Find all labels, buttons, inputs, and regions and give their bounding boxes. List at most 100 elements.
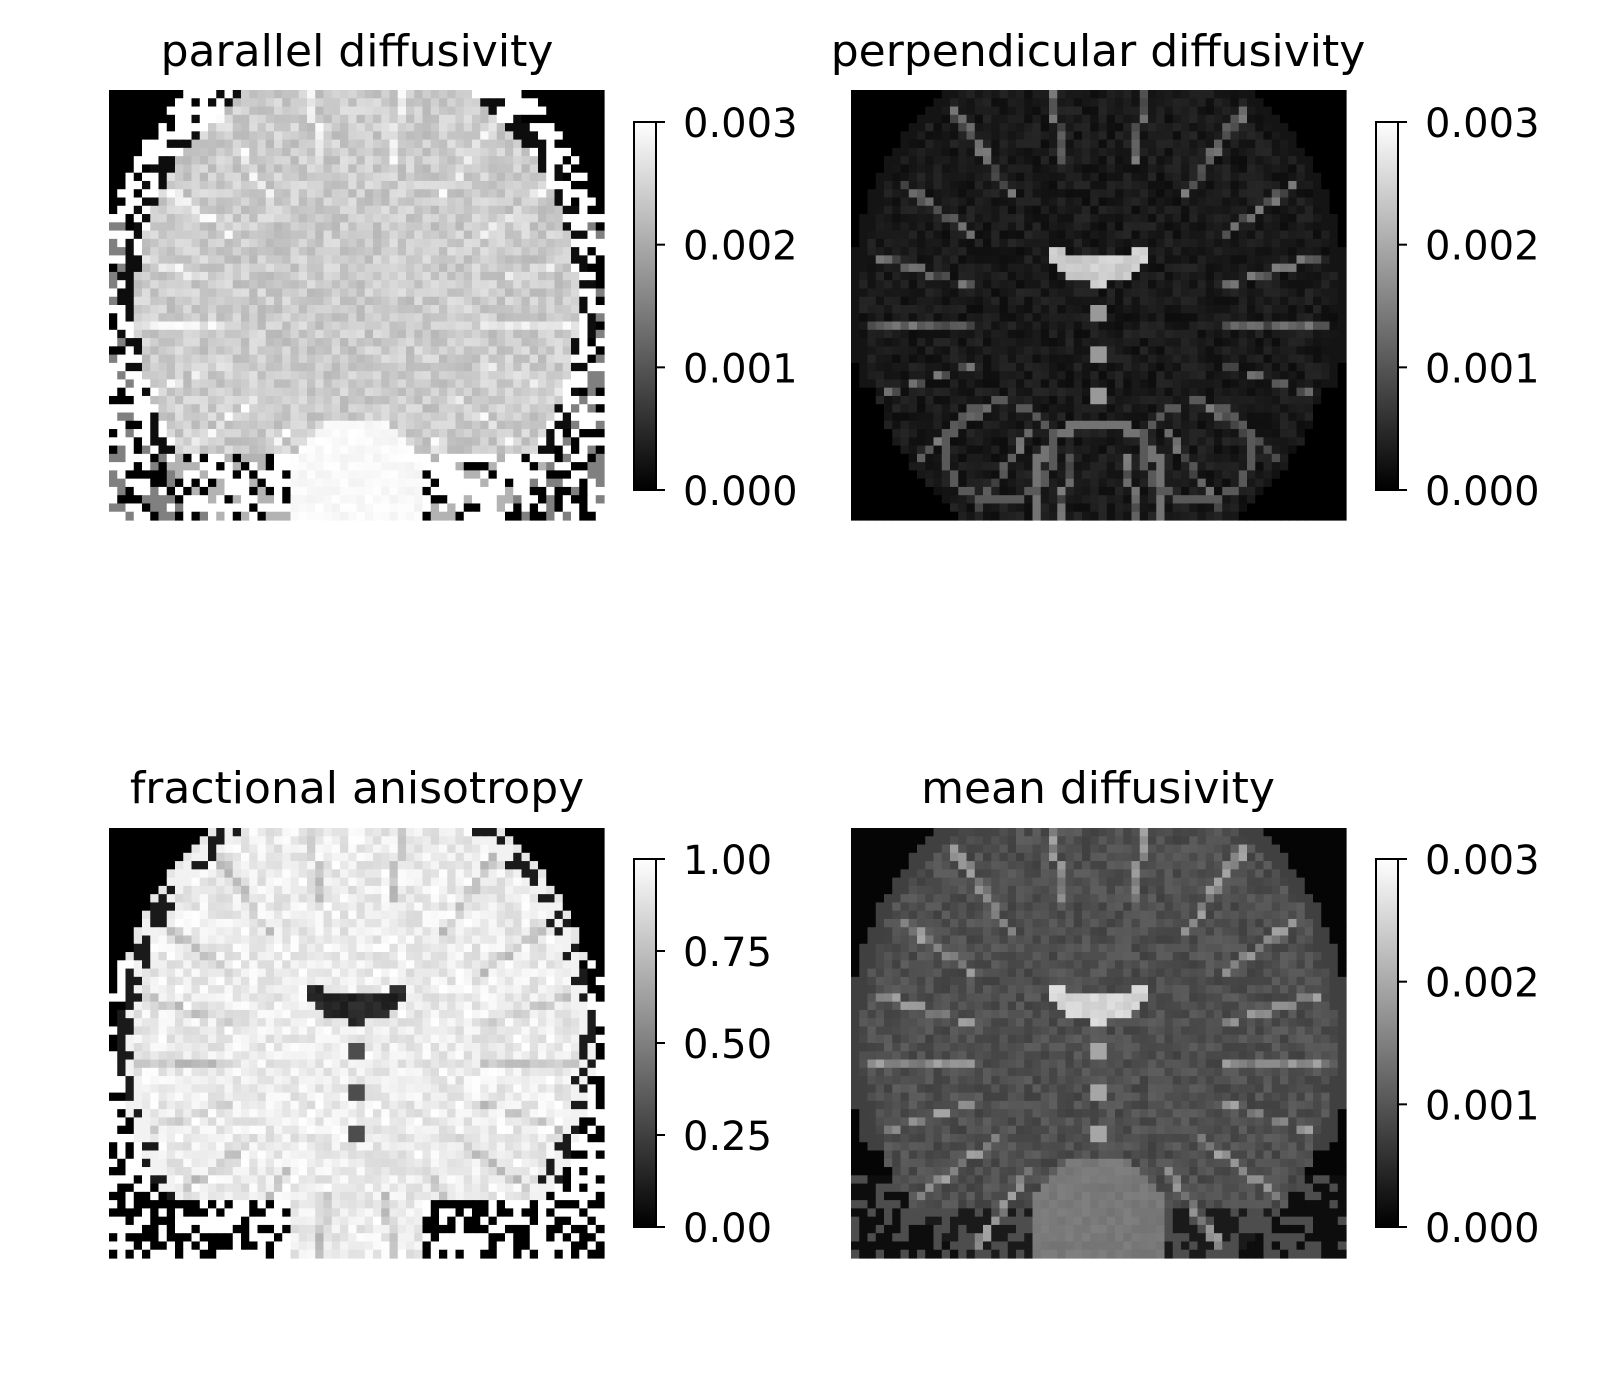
pixel bbox=[315, 395, 325, 405]
pixel bbox=[908, 131, 918, 141]
pixel bbox=[1230, 271, 1240, 281]
pixel bbox=[150, 495, 160, 505]
pixel bbox=[1057, 164, 1067, 174]
pixel bbox=[1090, 288, 1100, 298]
pixel bbox=[1329, 329, 1339, 339]
pixel bbox=[439, 371, 448, 381]
pixel bbox=[455, 445, 465, 455]
pixel bbox=[562, 238, 572, 248]
pixel bbox=[488, 197, 498, 207]
pixel bbox=[1304, 222, 1314, 232]
pixel bbox=[422, 164, 432, 174]
pixel bbox=[447, 288, 457, 298]
pixel bbox=[208, 214, 217, 223]
pixel bbox=[463, 238, 473, 248]
pixel bbox=[480, 131, 490, 141]
pixel bbox=[150, 214, 160, 223]
pixel bbox=[216, 462, 226, 471]
pixel bbox=[1288, 164, 1298, 174]
pixel bbox=[439, 437, 448, 447]
pixel bbox=[562, 123, 572, 132]
pixel bbox=[249, 379, 259, 389]
pixel bbox=[125, 445, 135, 455]
pixel bbox=[397, 354, 407, 364]
pixel bbox=[356, 114, 366, 124]
pixel bbox=[307, 123, 316, 132]
pixel bbox=[430, 362, 440, 372]
pixel bbox=[958, 329, 968, 339]
pixel bbox=[1255, 255, 1265, 265]
pixel bbox=[529, 247, 539, 256]
pixel bbox=[1271, 114, 1281, 124]
pixel bbox=[1214, 321, 1223, 331]
pixel bbox=[447, 395, 457, 405]
pixel bbox=[232, 462, 242, 471]
pixel bbox=[232, 387, 242, 397]
pixel bbox=[1280, 271, 1289, 281]
pixel bbox=[546, 511, 556, 521]
pixel bbox=[1230, 255, 1240, 265]
pixel bbox=[554, 90, 564, 99]
pixel bbox=[884, 114, 893, 124]
pixel bbox=[397, 114, 407, 124]
pixel bbox=[373, 296, 382, 306]
pixel bbox=[571, 222, 580, 232]
pixel bbox=[1329, 156, 1339, 166]
pixel bbox=[1164, 197, 1174, 207]
pixel bbox=[389, 371, 399, 381]
pixel bbox=[463, 437, 473, 447]
pixel bbox=[381, 230, 391, 240]
pixel bbox=[191, 156, 201, 166]
pixel bbox=[241, 197, 250, 207]
pixel bbox=[232, 123, 242, 132]
pixel bbox=[859, 338, 869, 347]
pixel bbox=[1024, 147, 1034, 157]
pixel bbox=[1304, 321, 1314, 331]
pixel bbox=[892, 147, 902, 157]
pixel bbox=[496, 478, 506, 488]
pixel bbox=[158, 329, 168, 339]
pixel bbox=[1024, 139, 1034, 149]
pixel bbox=[1024, 338, 1034, 347]
pixel bbox=[1247, 164, 1256, 174]
pixel bbox=[348, 503, 358, 513]
pixel bbox=[966, 222, 976, 232]
pixel bbox=[125, 156, 135, 166]
pixel bbox=[941, 296, 951, 306]
pixel bbox=[1247, 139, 1256, 149]
pixel bbox=[406, 139, 415, 149]
pixel bbox=[472, 205, 481, 215]
pixel bbox=[208, 247, 217, 256]
pixel bbox=[546, 305, 556, 314]
pixel bbox=[546, 90, 556, 99]
pixel bbox=[265, 445, 275, 455]
pixel bbox=[290, 263, 300, 273]
pixel bbox=[1288, 263, 1298, 273]
pixel bbox=[1280, 205, 1289, 215]
pixel bbox=[389, 379, 399, 389]
pixel bbox=[133, 429, 143, 438]
pixel bbox=[1040, 98, 1050, 108]
pixel bbox=[529, 147, 539, 157]
pixel bbox=[999, 123, 1009, 132]
pixel bbox=[950, 197, 959, 207]
pixel bbox=[290, 172, 300, 182]
pixel bbox=[1329, 305, 1339, 314]
pixel bbox=[892, 329, 902, 339]
pixel bbox=[406, 197, 415, 207]
pixel bbox=[1139, 329, 1149, 339]
pixel bbox=[1321, 123, 1331, 132]
pixel bbox=[265, 288, 275, 298]
pixel bbox=[1238, 288, 1248, 298]
pixel bbox=[521, 503, 531, 513]
pixel bbox=[917, 147, 926, 157]
pixel bbox=[274, 247, 283, 256]
pixel bbox=[1172, 305, 1182, 314]
pixel bbox=[908, 296, 918, 306]
pixel bbox=[208, 147, 217, 157]
pixel bbox=[1304, 106, 1314, 116]
pixel bbox=[241, 189, 250, 199]
pixel bbox=[125, 412, 135, 422]
pixel bbox=[1181, 280, 1190, 290]
pixel bbox=[265, 362, 275, 372]
